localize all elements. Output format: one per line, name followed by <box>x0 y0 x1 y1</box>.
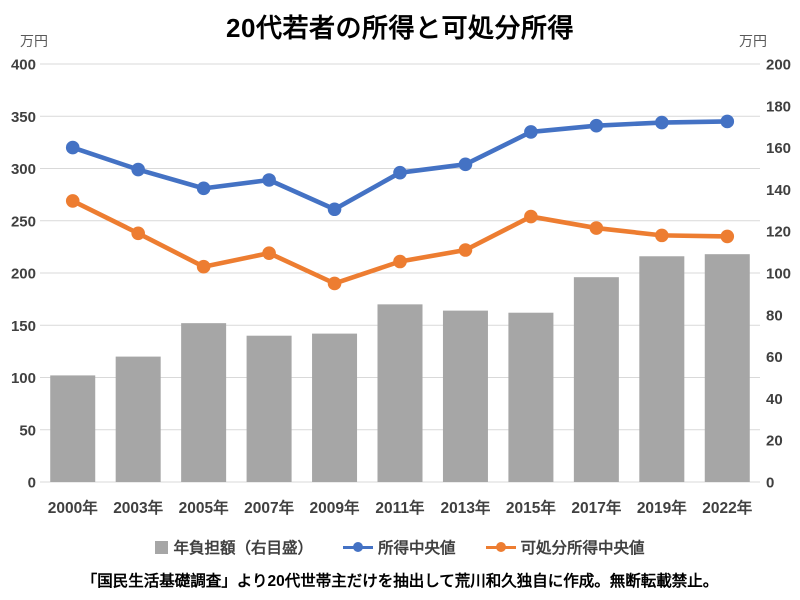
line-marker-swatch-icon <box>342 540 373 554</box>
bar-2013年 <box>442 310 488 482</box>
point-所得中央値-2022年 <box>720 114 735 129</box>
left-axis-tick-300: 300 <box>11 161 36 178</box>
point-可処分所得中央値-2013年 <box>458 243 473 257</box>
left-axis-tick-250: 250 <box>11 213 36 230</box>
point-可処分所得中央値-2007年 <box>262 246 276 260</box>
point-可処分所得中央値-2017年 <box>589 221 604 235</box>
x-axis-label-2022年: 2022年 <box>702 498 752 517</box>
point-所得中央値-2009年 <box>327 202 342 217</box>
point-可処分所得中央値-2022年 <box>720 229 735 244</box>
left-axis-tick-0: 0 <box>28 475 36 492</box>
bar-2011年 <box>377 304 423 482</box>
source-note: 「国民生活基礎調査」より20代世帯主だけを抽出して荒川和久独自に作成。無断転載禁… <box>81 573 719 590</box>
x-axis-label-2013年: 2013年 <box>440 498 490 517</box>
legend-item-burden: 年負担額（右目盛） <box>155 536 313 558</box>
bar-2015年 <box>508 312 554 482</box>
left-axis-tick-400: 400 <box>11 57 36 74</box>
point-可処分所得中央値-2019年 <box>655 228 669 243</box>
x-axis-label-2005年: 2005年 <box>179 498 229 517</box>
line-所得中央値 <box>70 119 730 212</box>
right-axis-tick-80: 80 <box>766 307 783 324</box>
point-可処分所得中央値-2009年 <box>327 276 342 291</box>
left-axis-tick-100: 100 <box>11 370 36 387</box>
bar-swatch-icon <box>155 540 169 554</box>
legend-label-burden: 年負担額（右目盛） <box>173 540 313 557</box>
x-axis-label-2000年: 2000年 <box>48 498 98 517</box>
line-可処分所得中央値 <box>70 198 730 286</box>
x-axis-label-2009年: 2009年 <box>310 498 360 517</box>
bar-2007年 <box>246 335 292 482</box>
right-axis-tick-200: 200 <box>766 57 791 74</box>
bar-2003年 <box>115 356 161 482</box>
plot-area: 4003503002502001501005002001801601401201… <box>11 57 791 518</box>
point-所得中央値-2005年 <box>196 181 211 196</box>
bar-2000年 <box>50 375 96 482</box>
right-axis-tick-120: 120 <box>766 224 791 241</box>
right-axis-tick-180: 180 <box>766 98 791 115</box>
line-marker-swatch-icon <box>485 540 516 554</box>
point-可処分所得中央値-2015年 <box>524 209 538 224</box>
legend-item-disposable: 可処分所得中央値 <box>485 536 645 558</box>
right-axis-tick-0: 0 <box>766 475 774 492</box>
x-axis-label-2003年: 2003年 <box>113 498 163 517</box>
right-axis-tick-60: 60 <box>766 349 783 366</box>
left-axis-tick-50: 50 <box>19 422 36 439</box>
x-axis-label-2019年: 2019年 <box>637 498 687 517</box>
bar-2009年 <box>312 333 358 482</box>
chart-title: 20代若者の所得と可処分所得 <box>226 13 574 43</box>
right-axis-tick-20: 20 <box>766 433 783 450</box>
legend-item-income: 所得中央値 <box>342 536 456 558</box>
bar-2022年 <box>704 254 750 482</box>
bar-2017年 <box>573 277 619 482</box>
point-所得中央値-2003年 <box>131 162 145 177</box>
point-可処分所得中央値-2005年 <box>196 259 211 274</box>
right-axis-unit-label: 万円 <box>739 33 767 49</box>
point-所得中央値-2013年 <box>458 157 473 172</box>
legend-label-disposable: 可処分所得中央値 <box>520 540 645 557</box>
left-axis-tick-350: 350 <box>11 109 36 126</box>
right-axis-tick-40: 40 <box>766 391 783 408</box>
x-axis-label-2011年: 2011年 <box>375 498 425 517</box>
legend: 年負担額（右目盛） 所得中央値 可処分所得中央値 <box>0 534 800 560</box>
left-axis-tick-200: 200 <box>11 266 36 283</box>
point-所得中央値-2011年 <box>393 165 407 180</box>
x-axis-label-2017年: 2017年 <box>571 498 621 517</box>
point-所得中央値-2019年 <box>655 115 669 130</box>
left-axis-unit-label: 万円 <box>20 33 48 49</box>
point-所得中央値-2015年 <box>524 125 538 139</box>
right-axis-tick-160: 160 <box>766 140 791 157</box>
point-可処分所得中央値-2003年 <box>131 226 145 241</box>
left-axis-tick-150: 150 <box>11 318 36 335</box>
point-可処分所得中央値-2011年 <box>393 254 407 269</box>
bar-2019年 <box>639 256 685 482</box>
right-axis-tick-100: 100 <box>766 266 791 283</box>
x-axis-label-2007年: 2007年 <box>244 498 294 517</box>
point-所得中央値-2017年 <box>589 118 604 133</box>
point-可処分所得中央値-2000年 <box>65 194 80 208</box>
x-axis-label-2015年: 2015年 <box>506 498 556 517</box>
legend-label-income: 所得中央値 <box>377 540 456 557</box>
bar-2005年 <box>181 323 227 482</box>
point-所得中央値-2007年 <box>262 173 276 187</box>
right-axis-tick-140: 140 <box>766 182 791 199</box>
point-所得中央値-2000年 <box>65 140 80 155</box>
